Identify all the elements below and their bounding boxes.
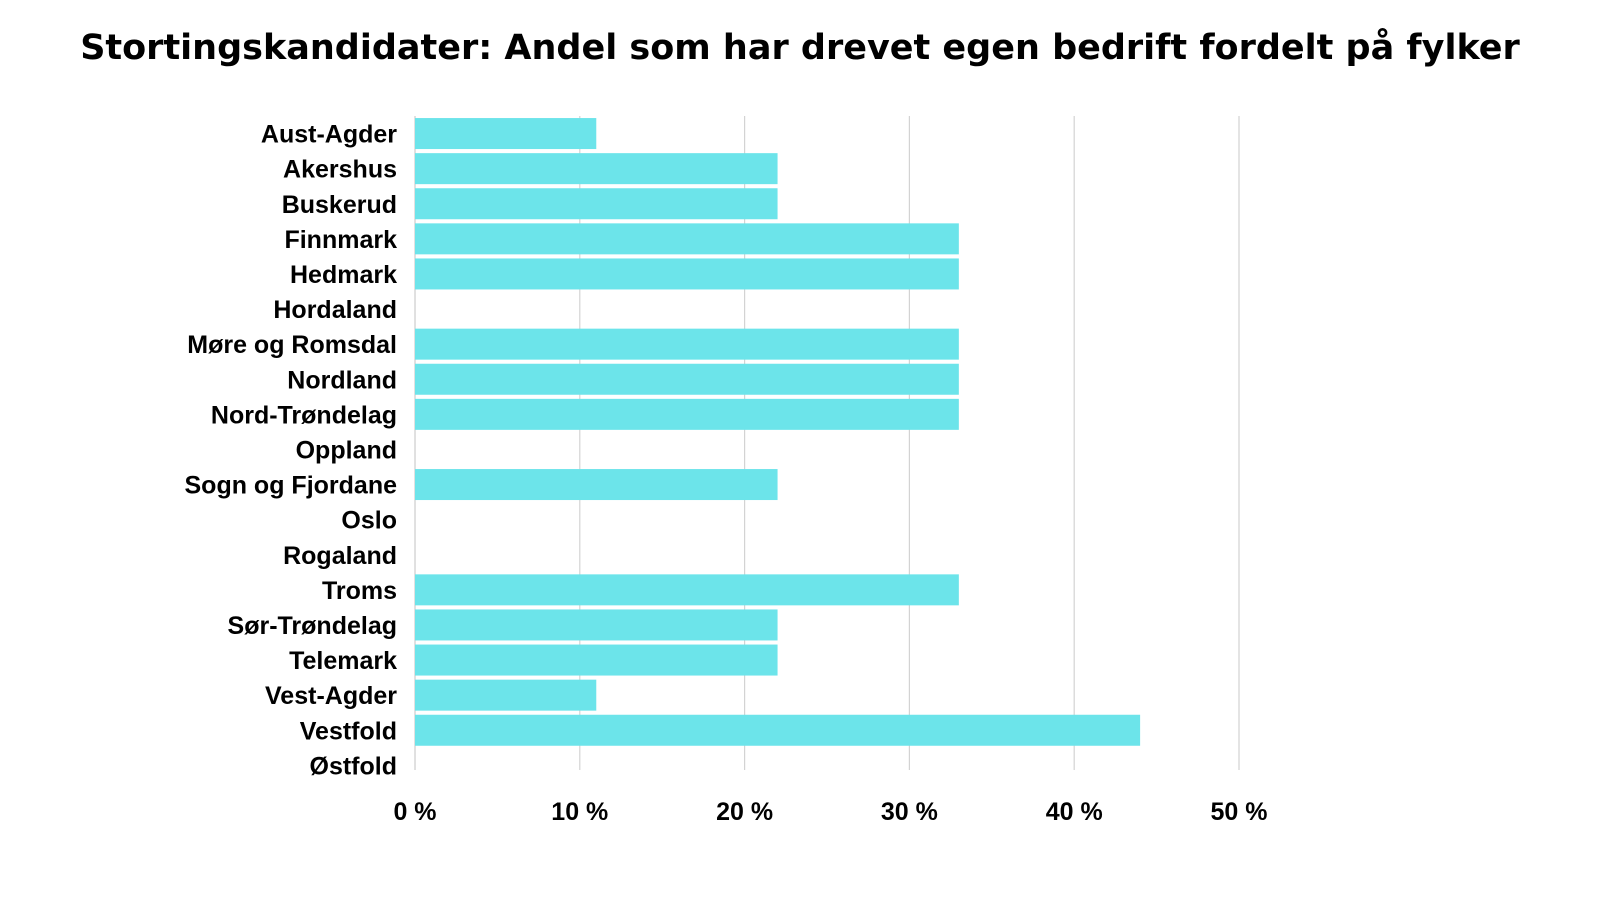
bar	[415, 644, 778, 676]
bar	[415, 363, 959, 395]
category-label: Sogn og Fjordane	[185, 472, 398, 500]
bar	[415, 188, 778, 220]
x-tick-label: 10 %	[551, 798, 608, 826]
category-label: Nord-Trøndelag	[211, 401, 397, 429]
category-label: Østfold	[310, 752, 398, 780]
x-tick-label: 30 %	[881, 798, 938, 826]
bar	[415, 574, 959, 606]
category-label: Hedmark	[290, 261, 397, 289]
category-label: Hordaland	[273, 296, 397, 324]
category-label: Oslo	[341, 507, 397, 535]
bar	[415, 153, 778, 185]
bar	[415, 258, 959, 290]
bar	[415, 328, 959, 360]
category-labels: Aust-Agder Akershus Buskerud Finnmark Hedmar…	[185, 121, 398, 781]
x-tick-label: 0 %	[393, 798, 436, 826]
category-label: Telemark	[289, 647, 397, 675]
bar	[415, 223, 959, 255]
category-label: Buskerud	[282, 191, 397, 219]
bars	[415, 118, 1141, 746]
x-axis-tick-labels: 0 % 10 % 20 % 30 % 40 % 50 %	[393, 798, 1267, 826]
category-label: Finnmark	[284, 226, 397, 254]
category-label: Nordland	[287, 366, 397, 394]
category-label: Vest-Agder	[265, 682, 397, 710]
category-label: Vestfold	[300, 717, 397, 745]
x-tick-label: 40 %	[1046, 798, 1103, 826]
category-label: Møre og Romsdal	[187, 331, 397, 359]
x-tick-label: 20 %	[716, 798, 773, 826]
bar	[415, 398, 959, 430]
category-label: Rogaland	[283, 542, 397, 570]
category-label: Sør-Trøndelag	[228, 612, 397, 640]
category-label: Troms	[322, 577, 397, 605]
bar	[415, 679, 597, 711]
chart-title: Stortingskandidater: Andel som har dreve…	[80, 28, 1520, 68]
category-label: Oppland	[296, 436, 397, 464]
bar	[415, 714, 1141, 746]
bar	[415, 469, 778, 501]
bar	[415, 118, 597, 150]
bar	[415, 609, 778, 641]
x-tick-label: 50 %	[1211, 798, 1268, 826]
category-label: Aust-Agder	[261, 121, 397, 149]
category-label: Akershus	[283, 156, 397, 184]
